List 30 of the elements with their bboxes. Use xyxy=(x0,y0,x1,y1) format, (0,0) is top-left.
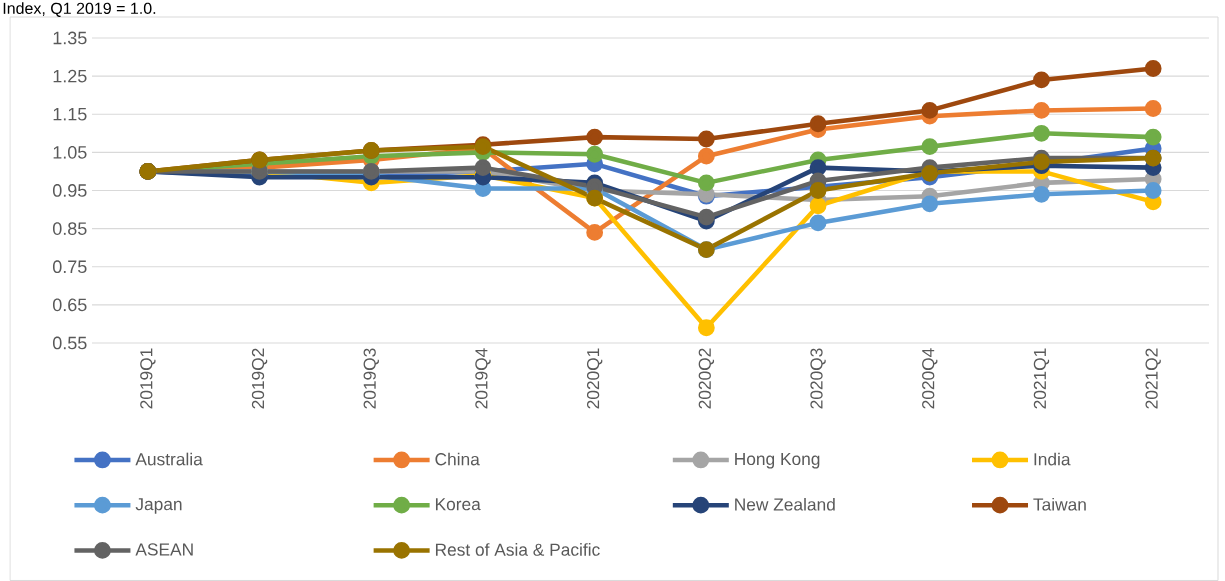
x-tick-label: 2019Q2 xyxy=(251,348,268,409)
y-tick-label: 1.25 xyxy=(53,69,87,83)
x-tick-label: 2020Q2 xyxy=(698,348,715,409)
y-tick-label: 0.55 xyxy=(52,336,87,350)
y-tick-label: 0.95 xyxy=(52,184,87,197)
y-tick-label: 0.65 xyxy=(52,298,87,312)
legend-label: India xyxy=(1034,452,1071,466)
y-axis-title: Index, Q1 2019 = 1.0. xyxy=(3,2,156,17)
legend-label: New Zealand xyxy=(735,497,835,511)
x-tick-label: 2020Q1 xyxy=(586,348,603,409)
legend-label: Hong Kong xyxy=(735,453,820,469)
legend-label: Australia xyxy=(135,452,203,466)
legend-label: Taiwan xyxy=(1033,497,1086,511)
y-tick-label: 1.15 xyxy=(53,107,87,121)
x-tick-label: 2019Q3 xyxy=(363,348,379,409)
legend-label: China xyxy=(435,452,480,466)
legend-label: ASEAN xyxy=(135,543,193,556)
y-tick-label: 0.75 xyxy=(52,260,87,274)
x-tick-label: 2019Q1 xyxy=(140,348,156,409)
x-tick-label: 2019Q4 xyxy=(475,348,491,409)
legend-label: Korea xyxy=(435,498,481,511)
legend-label: Rest of Asia & Pacific xyxy=(435,543,600,556)
y-tick-label: 1.35 xyxy=(53,31,87,45)
x-tick-label: 2021Q2 xyxy=(1145,348,1161,409)
y-tick-label: 0.85 xyxy=(52,222,87,235)
x-tick-label: 2020Q4 xyxy=(922,348,938,409)
x-tick-label: 2020Q3 xyxy=(810,348,826,409)
y-tick-label: 1.05 xyxy=(53,146,87,159)
legend-label: Japan xyxy=(135,498,182,514)
x-tick-label: 2021Q1 xyxy=(1033,348,1050,409)
